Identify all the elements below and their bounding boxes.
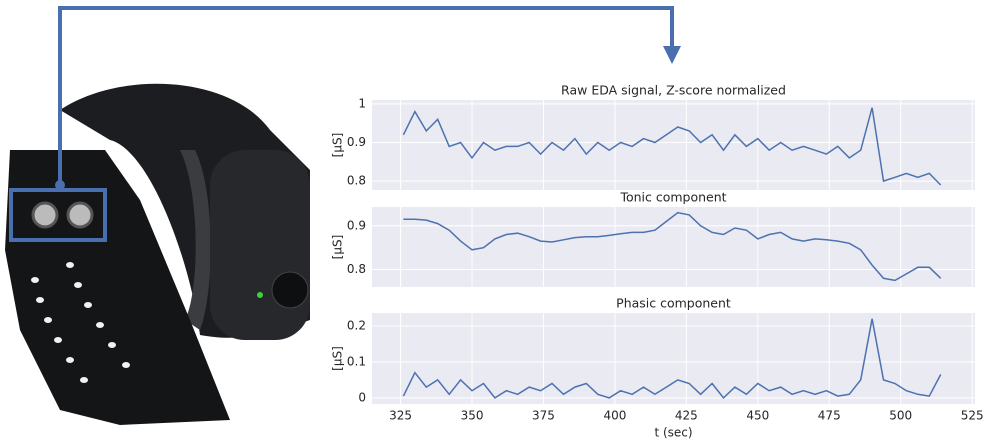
arrow-head <box>663 46 681 64</box>
x-tick-label: 525 <box>961 409 984 423</box>
y-tick-label: 0.8 <box>347 174 366 188</box>
y-tick-label: 0.8 <box>347 262 366 276</box>
x-tick-label: 350 <box>461 409 484 423</box>
chart-title: Phasic component <box>616 296 731 311</box>
y-tick-label: 0.9 <box>347 218 366 232</box>
x-axis-label: t (sec) <box>654 426 692 440</box>
x-tick-label: 475 <box>818 409 841 423</box>
led <box>257 292 263 298</box>
plot-background <box>372 207 975 287</box>
chart-title: Raw EDA signal, Z-score normalized <box>561 83 786 98</box>
button <box>272 272 308 308</box>
device-body <box>210 150 310 340</box>
y-tick-label: 0 <box>358 390 366 404</box>
x-tick-label: 325 <box>389 409 412 423</box>
x-tick-label: 425 <box>675 409 698 423</box>
sensor <box>33 203 57 227</box>
wristband-photo <box>5 84 310 425</box>
y-tick-label: 0.2 <box>347 318 366 332</box>
y-axis-label: [µS] <box>331 346 345 371</box>
figure: 0.8 0.9 1 Raw EDA signal, Z-score normalize… <box>0 0 989 441</box>
y-tick-label: 0.9 <box>347 135 366 149</box>
y-axis-label: [µS] <box>331 235 345 260</box>
y-tick-label: 1 <box>358 96 366 110</box>
x-tick-label: 375 <box>532 409 555 423</box>
x-tick-label: 450 <box>746 409 769 423</box>
plot-background <box>372 313 975 404</box>
x-tick-label: 500 <box>889 409 912 423</box>
y-axis-label: [µS] <box>331 133 345 158</box>
x-tick-label: 400 <box>603 409 626 423</box>
y-tick-label: 0.1 <box>347 354 366 368</box>
chart-title: Tonic component <box>619 190 726 205</box>
sensor <box>68 203 92 227</box>
